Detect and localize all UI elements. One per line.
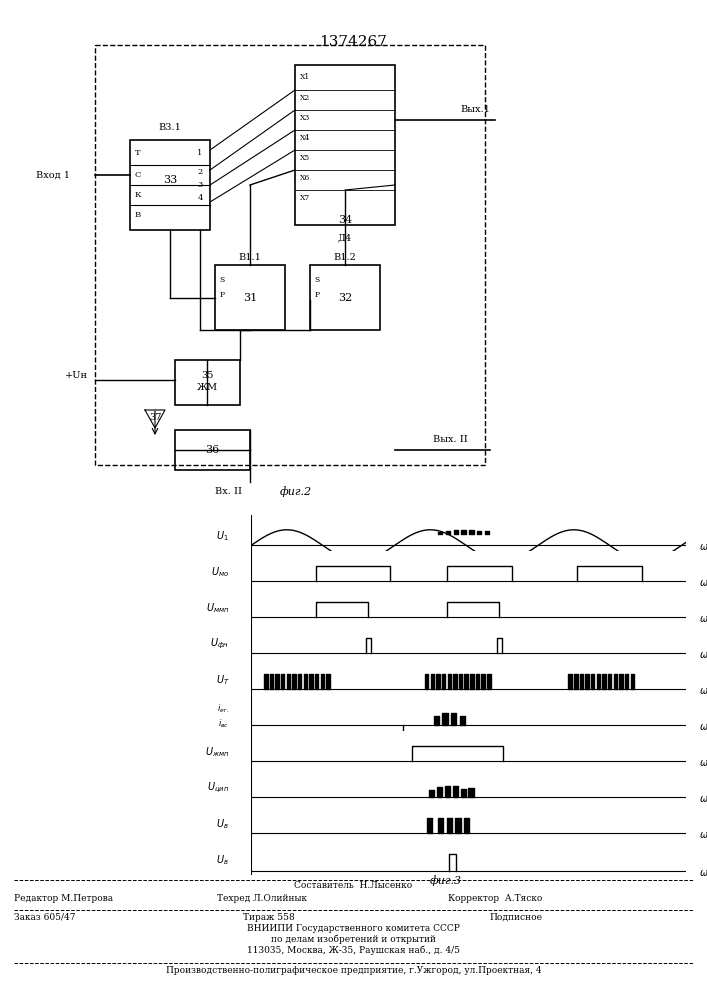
Text: $\omega t$: $\omega t$ <box>699 612 707 624</box>
Text: 1374267: 1374267 <box>320 35 387 49</box>
Text: $U_{жмп}$: $U_{жмп}$ <box>204 745 229 759</box>
Text: $U_в$: $U_в$ <box>216 853 229 867</box>
Text: 31: 31 <box>243 293 257 303</box>
Text: $U_{цип}$: $U_{цип}$ <box>207 781 229 795</box>
Text: $U_{фн}$: $U_{фн}$ <box>210 637 229 651</box>
Text: $i_{ет.}$
$i_{вс}$: $i_{ет.}$ $i_{вс}$ <box>216 703 229 730</box>
Text: С: С <box>135 171 141 179</box>
Text: 34: 34 <box>338 215 352 225</box>
Text: Х7: Х7 <box>300 194 310 202</box>
Text: P: P <box>219 291 225 299</box>
Text: $U_в$: $U_в$ <box>216 817 229 831</box>
Text: Х6: Х6 <box>300 174 310 182</box>
Text: 1: 1 <box>197 149 203 157</box>
Text: Х5: Х5 <box>300 154 310 162</box>
Text: $\omega t$: $\omega t$ <box>699 756 707 768</box>
Text: 3: 3 <box>197 181 203 189</box>
Text: $\omega t$: $\omega t$ <box>699 540 707 552</box>
Bar <box>310 265 380 330</box>
Text: 32: 32 <box>338 293 352 303</box>
Text: Заказ 605/47: Заказ 605/47 <box>14 913 76 922</box>
Text: +Uн: +Uн <box>65 370 88 379</box>
Text: ЖМ: ЖМ <box>197 383 218 392</box>
Text: $\omega t$: $\omega t$ <box>699 828 707 840</box>
Text: фиг.3: фиг.3 <box>429 875 462 886</box>
Bar <box>130 140 210 230</box>
Text: $U_1$: $U_1$ <box>216 529 229 543</box>
Text: фиг.2: фиг.2 <box>280 487 312 497</box>
Text: S: S <box>315 276 320 284</box>
Text: $U_T$: $U_T$ <box>216 673 229 687</box>
Text: Тираж 558: Тираж 558 <box>243 913 295 922</box>
Text: В1.1: В1.1 <box>238 253 262 262</box>
Text: Вх. II: Вх. II <box>215 488 242 496</box>
Text: Т: Т <box>135 149 141 157</box>
Text: 33: 33 <box>163 175 177 185</box>
Bar <box>215 265 285 330</box>
Text: В3.1: В3.1 <box>158 123 182 132</box>
Text: Вых. II: Вых. II <box>433 436 467 444</box>
Text: Х4: Х4 <box>300 134 310 142</box>
Text: 37: 37 <box>148 414 161 422</box>
Text: Х1: Х1 <box>300 73 310 81</box>
Text: 4: 4 <box>197 194 203 202</box>
Text: P: P <box>315 291 320 299</box>
Text: Корректор  А.Тяско: Корректор А.Тяско <box>448 894 542 903</box>
Bar <box>175 430 250 470</box>
Text: 36: 36 <box>205 445 219 455</box>
Text: $\omega t$: $\omega t$ <box>699 866 707 878</box>
Text: 113035, Москва, Ж-35, Раушская наб., д. 4/5: 113035, Москва, Ж-35, Раушская наб., д. … <box>247 946 460 955</box>
Text: В: В <box>135 211 141 219</box>
Text: Редактор М.Петрова: Редактор М.Петрова <box>14 894 113 903</box>
Text: Х2: Х2 <box>300 94 310 102</box>
Text: Вход 1: Вход 1 <box>36 170 70 180</box>
Text: $\omega t$: $\omega t$ <box>699 720 707 732</box>
Text: Техред Л.Олийнык: Техред Л.Олийнык <box>216 894 307 903</box>
Text: К: К <box>135 191 141 199</box>
Text: Х3: Х3 <box>300 114 310 122</box>
Text: Подписное: Подписное <box>490 913 542 922</box>
Text: по делам изобретений и открытий: по делам изобретений и открытий <box>271 934 436 944</box>
Text: $\omega t$: $\omega t$ <box>699 576 707 588</box>
Text: Производственно-полиграфическое предприятие, г.Ужгород, ул.Проектная, 4: Производственно-полиграфическое предприя… <box>165 966 542 975</box>
Text: ВНИИПИ Государственного комитета СССР: ВНИИПИ Государственного комитета СССР <box>247 924 460 933</box>
Text: В1.2: В1.2 <box>334 253 356 262</box>
Text: $\omega t$: $\omega t$ <box>699 792 707 804</box>
Bar <box>175 360 240 405</box>
Text: Д4: Д4 <box>338 233 352 242</box>
Text: $\omega t$: $\omega t$ <box>699 648 707 660</box>
Text: $U_{мо}$: $U_{мо}$ <box>211 565 229 579</box>
Text: Вых.1: Вых.1 <box>460 105 490 114</box>
Bar <box>295 65 395 225</box>
Text: 35: 35 <box>201 370 214 379</box>
Text: S: S <box>219 276 225 284</box>
Text: $\omega t$: $\omega t$ <box>699 684 707 696</box>
Text: $U_{ммп}$: $U_{ммп}$ <box>206 601 229 615</box>
Text: Составитель  Н.Лысенко: Составитель Н.Лысенко <box>294 881 413 890</box>
Text: 2: 2 <box>197 168 203 176</box>
